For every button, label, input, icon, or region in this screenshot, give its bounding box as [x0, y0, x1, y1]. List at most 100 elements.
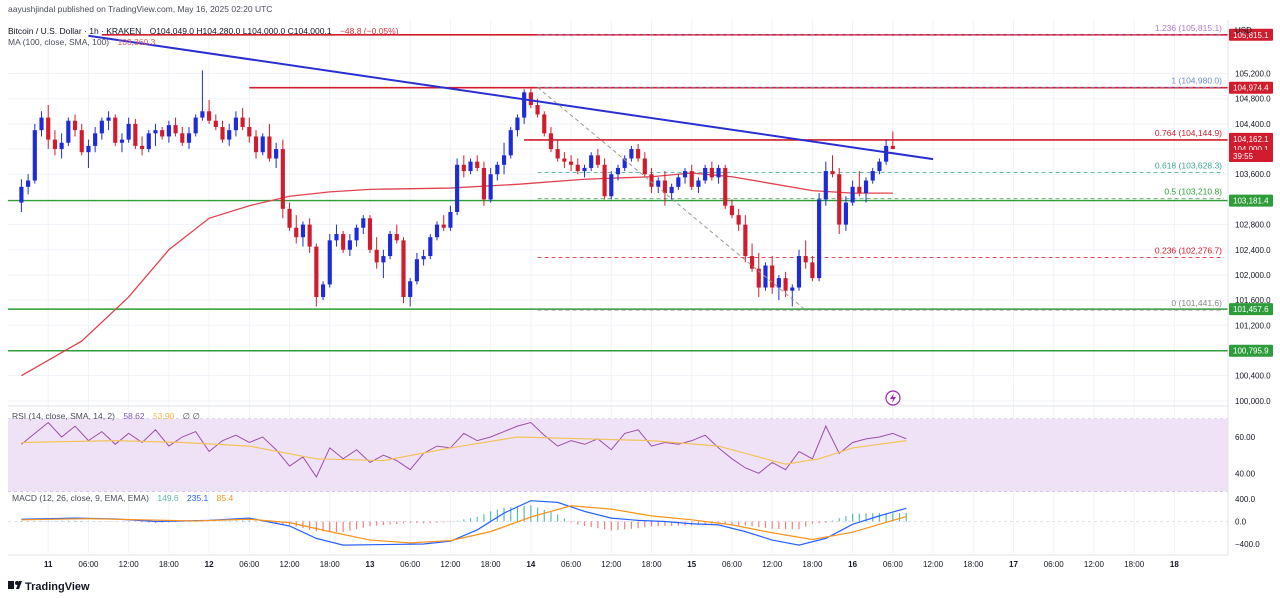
price-badge-box	[1229, 303, 1273, 316]
candle-body	[488, 174, 493, 200]
tradingview-logo-icon	[8, 581, 22, 589]
fib-level-label: 0.764 (104,144.9)	[1155, 128, 1222, 138]
candle-body	[582, 167, 587, 172]
candle-body	[173, 125, 178, 134]
candle	[287, 202, 292, 231]
candle	[146, 130, 151, 153]
candle	[66, 117, 71, 146]
price-badge-box	[1229, 344, 1273, 357]
candle-body	[696, 180, 701, 187]
symbol-legend[interactable]: Bitcoin / U.S. Dollar · 1h · KRAKEN O104…	[8, 26, 399, 36]
rsi-sma-value: 53.90	[153, 411, 175, 421]
time-tick-label: 06:00	[722, 560, 743, 569]
tradingview-logo[interactable]: TradingView	[8, 581, 90, 593]
candle	[341, 230, 346, 253]
candle	[783, 271, 788, 297]
price-badge-box	[1229, 194, 1273, 207]
candle-body	[575, 164, 580, 172]
candle	[86, 139, 91, 168]
candle-body	[146, 133, 151, 150]
candle	[267, 123, 272, 162]
candle-body	[314, 246, 319, 297]
time-tick-label: 06:00	[883, 560, 904, 569]
price-badge-label: 103,181.4	[1233, 197, 1269, 206]
candle	[890, 131, 895, 150]
candle-body	[52, 139, 58, 150]
candle	[501, 142, 507, 175]
candle	[126, 117, 131, 143]
candle	[307, 218, 312, 253]
price-badge-label: 104,974.4	[1233, 84, 1269, 93]
time-tick-label: 06:00	[400, 560, 421, 569]
candle-body	[213, 120, 218, 128]
candle-body	[260, 136, 265, 153]
candle-body	[421, 256, 426, 260]
rsi-legend[interactable]: RSI (14, close, SMA, 14, 2) 58.62 53.90 …	[12, 411, 200, 421]
candle	[394, 224, 399, 244]
candle-body	[227, 130, 232, 140]
candle-body	[548, 133, 554, 150]
macd-tick-label: 0.0	[1235, 518, 1247, 527]
candle	[93, 127, 98, 153]
time-tick-label: 06:00	[78, 560, 99, 569]
ma-label: MA (100, close, SMA, 100)	[8, 37, 109, 47]
price-badge: 104,974.4	[1229, 81, 1273, 94]
candle	[327, 234, 332, 288]
publisher-note: aayushjindal published on TradingView.co…	[8, 4, 272, 14]
rsi-empty-values: ∅ ∅	[183, 411, 201, 421]
candle	[776, 274, 781, 301]
alert-icon[interactable]	[885, 390, 901, 406]
candle-body	[649, 174, 654, 187]
candle-body	[803, 256, 808, 263]
candle-body	[66, 120, 71, 143]
candle	[354, 224, 359, 247]
candle-body	[776, 278, 781, 288]
candle	[72, 114, 78, 137]
price-badge-box	[1229, 132, 1273, 145]
price-badge: 104,162.1	[1229, 132, 1273, 145]
macd-legend[interactable]: MACD (12, 26, close, 9, EMA, EMA) 149.6 …	[12, 493, 233, 503]
candle	[347, 234, 352, 257]
ma-legend[interactable]: MA (100, close, SMA, 100) 103,360.3	[8, 37, 156, 47]
candle-body	[850, 186, 855, 203]
fib-level-label: 1 (104,980.0)	[1171, 75, 1222, 85]
candle	[709, 161, 714, 181]
candle-body	[501, 155, 507, 165]
time-tick-label: 15	[687, 560, 696, 569]
candle-body	[126, 123, 131, 140]
macd-value: 235.1	[187, 493, 209, 503]
candle	[629, 145, 634, 162]
candle	[334, 224, 339, 247]
candle	[106, 111, 111, 131]
bearish-trend-line[interactable]	[88, 34, 934, 161]
candle-body	[139, 145, 145, 150]
price-axis[interactable]: 105,200.0104,800.0104,400.0104,000.0103,…	[1235, 70, 1271, 549]
time-axis[interactable]: 11 06:00 12:00 18:00 12 06:00 12:00 18:00 13 06:0…	[44, 560, 1179, 569]
candle	[421, 249, 426, 266]
candle	[227, 123, 232, 146]
candle	[642, 152, 647, 178]
candle	[274, 142, 279, 168]
candle-body	[186, 133, 192, 143]
rsi-sma-line	[21, 436, 907, 465]
candle	[381, 249, 386, 279]
candle	[294, 215, 299, 244]
price-tick-label: 102,800.0	[1235, 221, 1271, 230]
candle-body	[642, 158, 647, 175]
fib-level-label: 0.5 (103,210.8)	[1164, 187, 1222, 197]
macd-hist-value: 149.6	[157, 493, 179, 503]
price-tick-label: 102,000.0	[1235, 271, 1271, 280]
candle	[528, 88, 533, 109]
price-badge-label: 39:55	[1233, 152, 1254, 161]
candle-body	[669, 186, 674, 194]
time-tick-label: 12:00	[1084, 560, 1105, 569]
candle	[810, 256, 815, 282]
candle	[729, 199, 735, 219]
candle	[160, 127, 165, 140]
candle	[649, 167, 654, 194]
candle	[790, 284, 795, 307]
candle	[26, 174, 31, 195]
currency-label[interactable]: USD	[1235, 26, 1252, 35]
candle-body	[26, 180, 31, 187]
